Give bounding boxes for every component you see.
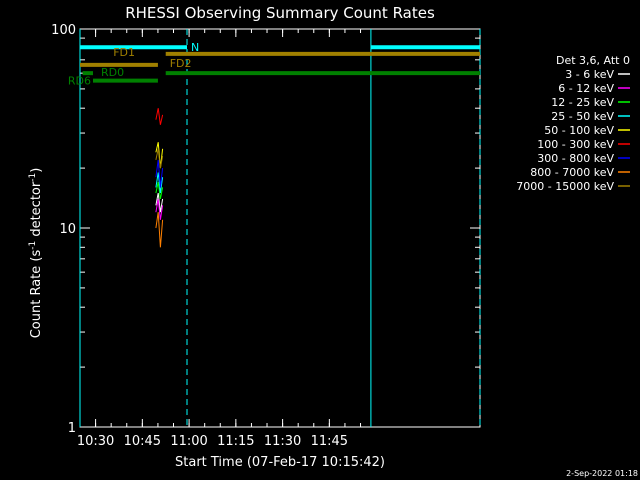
legend-item-label: 50 - 100 keV	[544, 124, 614, 137]
series-line	[155, 192, 164, 213]
y-tick-label: 1	[68, 421, 76, 436]
legend-item-label: 100 - 300 keV	[537, 138, 614, 151]
y-tick-labels: 1 10 100	[51, 23, 76, 436]
legend-item-label: 3 - 6 keV	[565, 68, 614, 81]
x-axis-label: Start Time (07-Feb-17 10:15:42)	[175, 455, 385, 470]
legend-item-label: 25 - 50 keV	[551, 110, 614, 123]
x-tick-label: 11:30	[264, 434, 301, 449]
series-line	[155, 181, 164, 199]
x-tick-label: 11:45	[311, 434, 348, 449]
legend-item-label: 800 - 7000 keV	[530, 166, 614, 179]
flag-bars: N FD1 FD2 RD0 RD6	[68, 41, 480, 88]
legend-header: Det 3,6, Att 0	[556, 54, 630, 67]
series-lines	[155, 108, 164, 248]
series-line	[155, 172, 164, 194]
flag-bar-label: FD2	[170, 57, 192, 70]
y-tick-label: 100	[51, 23, 76, 38]
x-tick-label: 11:15	[217, 434, 254, 449]
y-axis-label: Count Rate (s-1 detector-1)	[28, 168, 44, 339]
series-line	[155, 148, 164, 169]
legend-item-label: 300 - 800 keV	[537, 152, 614, 165]
footer-date: 2-Sep-2022 01:18	[566, 469, 638, 478]
x-tick-labels: 10:30 10:45 11:00 11:15 11:30 11:45	[77, 434, 348, 449]
series-line	[155, 108, 164, 125]
legend-item-label: 12 - 25 keV	[551, 96, 614, 109]
flag-bar-label: N	[191, 41, 199, 54]
flag-bar-label: RD6	[68, 75, 91, 88]
series-line	[155, 198, 164, 220]
series-line	[155, 212, 164, 248]
flag-bar-label: FD1	[113, 46, 135, 59]
plot-area: N FD1 FD2 RD0 RD6	[68, 28, 481, 428]
series-line	[155, 159, 164, 188]
flag-bar-label: RD0	[101, 66, 124, 79]
flag-vertical-lines	[79, 29, 481, 427]
x-tick-label: 10:30	[77, 434, 114, 449]
chart-title: RHESSI Observing Summary Count Rates	[125, 4, 435, 22]
y-tick-label: 10	[59, 222, 76, 237]
legend-item-label: 6 - 12 keV	[558, 82, 614, 95]
legend-item-label: 7000 - 15000 keV	[516, 180, 614, 193]
x-tick-label: 11:00	[170, 434, 207, 449]
x-tick-label: 10:45	[124, 434, 161, 449]
